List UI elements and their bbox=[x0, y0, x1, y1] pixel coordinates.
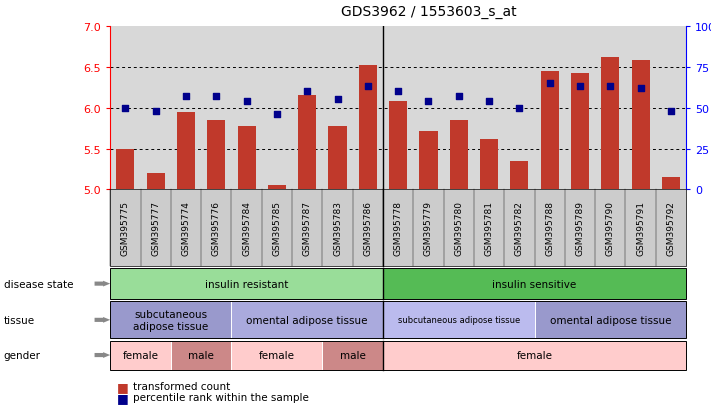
Point bbox=[574, 84, 586, 90]
Text: GSM395777: GSM395777 bbox=[151, 201, 160, 256]
Bar bbox=[631, 61, 650, 190]
Bar bbox=[571, 74, 589, 190]
Point bbox=[604, 84, 616, 90]
Bar bbox=[328, 126, 347, 190]
Bar bbox=[419, 131, 437, 190]
Text: ■: ■ bbox=[117, 380, 129, 393]
Bar bbox=[540, 72, 559, 190]
Bar bbox=[268, 186, 286, 190]
Bar bbox=[177, 112, 195, 190]
Bar bbox=[359, 66, 377, 190]
Text: female: female bbox=[259, 350, 295, 360]
Text: transformed count: transformed count bbox=[133, 381, 230, 391]
Point bbox=[635, 85, 646, 92]
Text: GSM395784: GSM395784 bbox=[242, 201, 251, 256]
Text: GSM395789: GSM395789 bbox=[575, 201, 584, 256]
Text: GSM395785: GSM395785 bbox=[272, 201, 282, 256]
Text: GSM395776: GSM395776 bbox=[212, 201, 221, 256]
Point bbox=[514, 105, 525, 112]
Text: GSM395780: GSM395780 bbox=[454, 201, 464, 256]
Point bbox=[150, 108, 161, 115]
Bar bbox=[298, 96, 316, 190]
Bar bbox=[510, 161, 528, 190]
Bar bbox=[237, 126, 256, 190]
Point bbox=[453, 94, 464, 100]
Text: female: female bbox=[517, 350, 552, 360]
Point bbox=[362, 84, 373, 90]
Text: GSM395790: GSM395790 bbox=[606, 201, 615, 256]
Text: GSM395792: GSM395792 bbox=[666, 201, 675, 256]
Point bbox=[423, 99, 434, 105]
Text: GSM395781: GSM395781 bbox=[485, 201, 493, 256]
Bar bbox=[480, 140, 498, 190]
Text: GSM395786: GSM395786 bbox=[363, 201, 373, 256]
Point bbox=[544, 81, 555, 87]
Bar bbox=[602, 58, 619, 190]
Text: GDS3962 / 1553603_s_at: GDS3962 / 1553603_s_at bbox=[341, 5, 517, 19]
Point bbox=[119, 105, 131, 112]
Text: ■: ■ bbox=[117, 391, 129, 404]
Text: GSM395775: GSM395775 bbox=[121, 201, 130, 256]
Text: female: female bbox=[122, 350, 159, 360]
Text: GSM395782: GSM395782 bbox=[515, 201, 524, 256]
Point bbox=[483, 99, 495, 105]
Point bbox=[271, 112, 282, 118]
Point bbox=[665, 108, 677, 115]
Text: insulin resistant: insulin resistant bbox=[205, 279, 288, 289]
Text: subcutaneous
adipose tissue: subcutaneous adipose tissue bbox=[133, 309, 208, 331]
Text: gender: gender bbox=[4, 350, 41, 360]
Bar bbox=[146, 173, 165, 190]
Point bbox=[392, 89, 404, 95]
Text: GSM395779: GSM395779 bbox=[424, 201, 433, 256]
Text: GSM395774: GSM395774 bbox=[181, 201, 191, 256]
Point bbox=[332, 97, 343, 104]
Text: percentile rank within the sample: percentile rank within the sample bbox=[133, 392, 309, 402]
Text: insulin sensitive: insulin sensitive bbox=[493, 279, 577, 289]
Text: subcutaneous adipose tissue: subcutaneous adipose tissue bbox=[397, 316, 520, 325]
Bar bbox=[207, 121, 225, 190]
Point bbox=[241, 99, 252, 105]
Text: GSM395783: GSM395783 bbox=[333, 201, 342, 256]
Text: GSM395788: GSM395788 bbox=[545, 201, 554, 256]
Text: male: male bbox=[188, 350, 214, 360]
Text: omental adipose tissue: omental adipose tissue bbox=[247, 315, 368, 325]
Text: omental adipose tissue: omental adipose tissue bbox=[550, 315, 671, 325]
Point bbox=[181, 94, 192, 100]
Text: GSM395791: GSM395791 bbox=[636, 201, 645, 256]
Point bbox=[210, 94, 222, 100]
Bar bbox=[117, 149, 134, 190]
Text: disease state: disease state bbox=[4, 279, 73, 289]
Text: GSM395778: GSM395778 bbox=[394, 201, 402, 256]
Text: tissue: tissue bbox=[4, 315, 35, 325]
Point bbox=[301, 89, 313, 95]
Bar bbox=[449, 121, 468, 190]
Bar bbox=[662, 178, 680, 190]
Bar bbox=[389, 102, 407, 190]
Text: GSM395787: GSM395787 bbox=[303, 201, 311, 256]
Text: male: male bbox=[340, 350, 365, 360]
